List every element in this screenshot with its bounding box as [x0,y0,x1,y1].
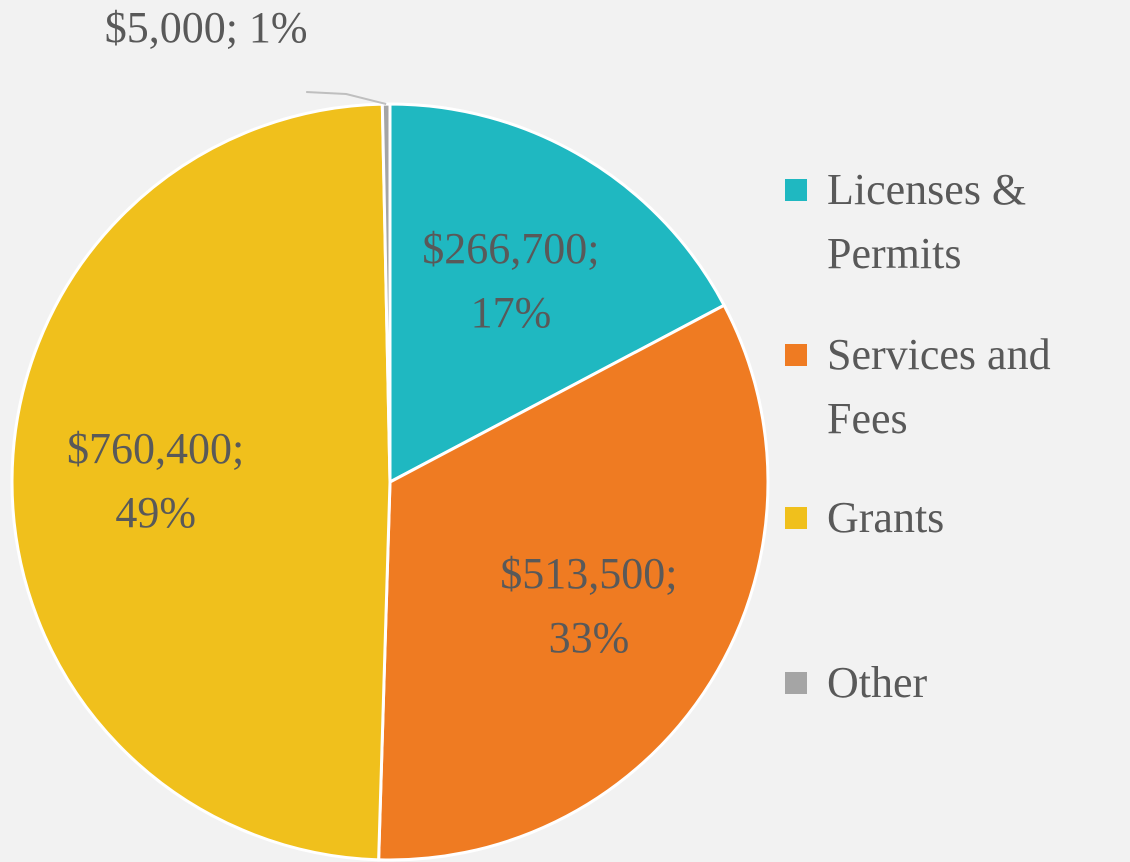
legend-swatch [785,672,807,694]
pie-slice [377,303,770,862]
data-label: $513,500; 33% [500,548,678,662]
pie-slice [388,102,727,485]
data-label: $266,700; 17% [422,224,600,338]
data-label: $760,400; 49% [67,423,245,537]
legend-swatch [785,179,807,201]
legend-label: Grants [827,493,945,542]
data-label: $5,000; 1% [104,3,308,53]
legend-label: Other [827,658,928,707]
pie-slice [10,102,392,862]
legend-swatch [785,507,807,529]
legend-swatch [785,344,807,366]
legend-label: Licenses & Permits [827,165,1027,278]
legend-label: Services and Fees [827,330,1051,443]
leader-line [306,91,387,105]
